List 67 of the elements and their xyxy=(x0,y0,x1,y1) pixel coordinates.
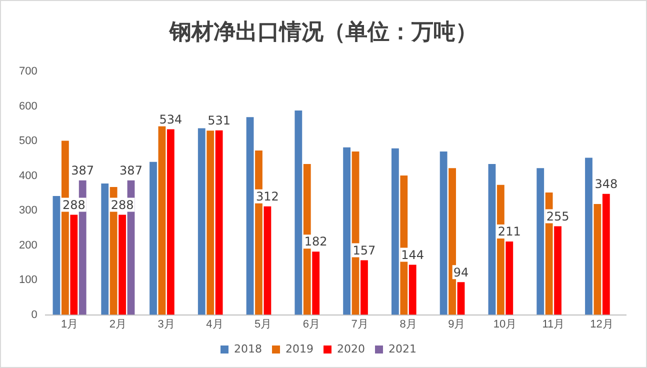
y-tick-label: 200 xyxy=(18,239,38,252)
bar xyxy=(506,241,514,315)
data-label: 144 xyxy=(401,248,424,262)
data-label: 312 xyxy=(256,190,279,204)
legend-label: 2020 xyxy=(337,342,365,356)
bar xyxy=(448,168,456,315)
bar xyxy=(457,282,465,315)
data-label: 387 xyxy=(71,163,94,178)
chart-title: 钢材净出口情况（单位：万吨） xyxy=(168,19,478,47)
legend-label: 2021 xyxy=(388,342,416,356)
y-tick-label: 500 xyxy=(18,135,38,148)
data-label: 182 xyxy=(304,234,328,249)
bar xyxy=(294,110,302,315)
x-tick-label: 6月 xyxy=(302,318,320,330)
bar xyxy=(206,130,214,315)
data-label: 387 xyxy=(120,163,142,178)
bar xyxy=(118,214,126,315)
legend-label: 2018 xyxy=(234,342,262,356)
bar xyxy=(101,183,109,315)
data-label: 348 xyxy=(594,177,618,192)
bar xyxy=(488,164,496,315)
bar xyxy=(52,196,60,315)
data-label: 534 xyxy=(159,112,182,126)
bar xyxy=(158,126,166,315)
bar xyxy=(536,168,544,315)
y-tick-label: 600 xyxy=(18,100,38,112)
y-tick-label: 700 xyxy=(18,66,38,78)
x-tick-label: 2月 xyxy=(109,318,126,330)
bar xyxy=(391,148,399,315)
y-tick-label: 400 xyxy=(18,170,38,182)
data-label: 531 xyxy=(208,113,231,128)
x-tick-label: 9月 xyxy=(448,318,466,330)
bar xyxy=(70,214,78,315)
data-label: 255 xyxy=(546,209,570,224)
data-label: 288 xyxy=(62,198,86,212)
y-tick-label: 100 xyxy=(18,274,38,286)
bar xyxy=(246,117,254,315)
bar xyxy=(554,226,562,315)
bar xyxy=(408,264,416,315)
x-tick-label: 10月 xyxy=(493,318,517,330)
x-tick-label: 1月 xyxy=(60,318,78,330)
bar xyxy=(215,130,223,315)
legend-label: 2019 xyxy=(286,342,314,356)
bar xyxy=(312,252,320,315)
bar xyxy=(594,204,602,315)
x-tick-label: 12月 xyxy=(590,318,614,330)
data-label: 94 xyxy=(453,265,469,280)
data-label: 211 xyxy=(498,224,521,239)
x-tick-label: 5月 xyxy=(254,318,272,330)
y-tick-label: 300 xyxy=(18,204,38,217)
x-tick-label: 3月 xyxy=(158,318,175,330)
x-tick-label: 4月 xyxy=(206,318,224,330)
bar xyxy=(198,128,206,315)
x-tick-label: 8月 xyxy=(400,318,417,330)
bar xyxy=(585,158,592,315)
data-label: 288 xyxy=(110,198,134,212)
bar xyxy=(602,194,610,315)
bar xyxy=(264,206,272,315)
bar xyxy=(440,152,448,315)
x-tick-label: 11月 xyxy=(542,318,565,330)
bar xyxy=(150,162,157,315)
bar xyxy=(166,129,174,315)
x-tick-label: 7月 xyxy=(351,318,368,330)
bar xyxy=(360,260,368,315)
y-tick-label: 0 xyxy=(31,308,38,321)
data-label: 157 xyxy=(352,243,376,258)
bar xyxy=(343,147,351,315)
